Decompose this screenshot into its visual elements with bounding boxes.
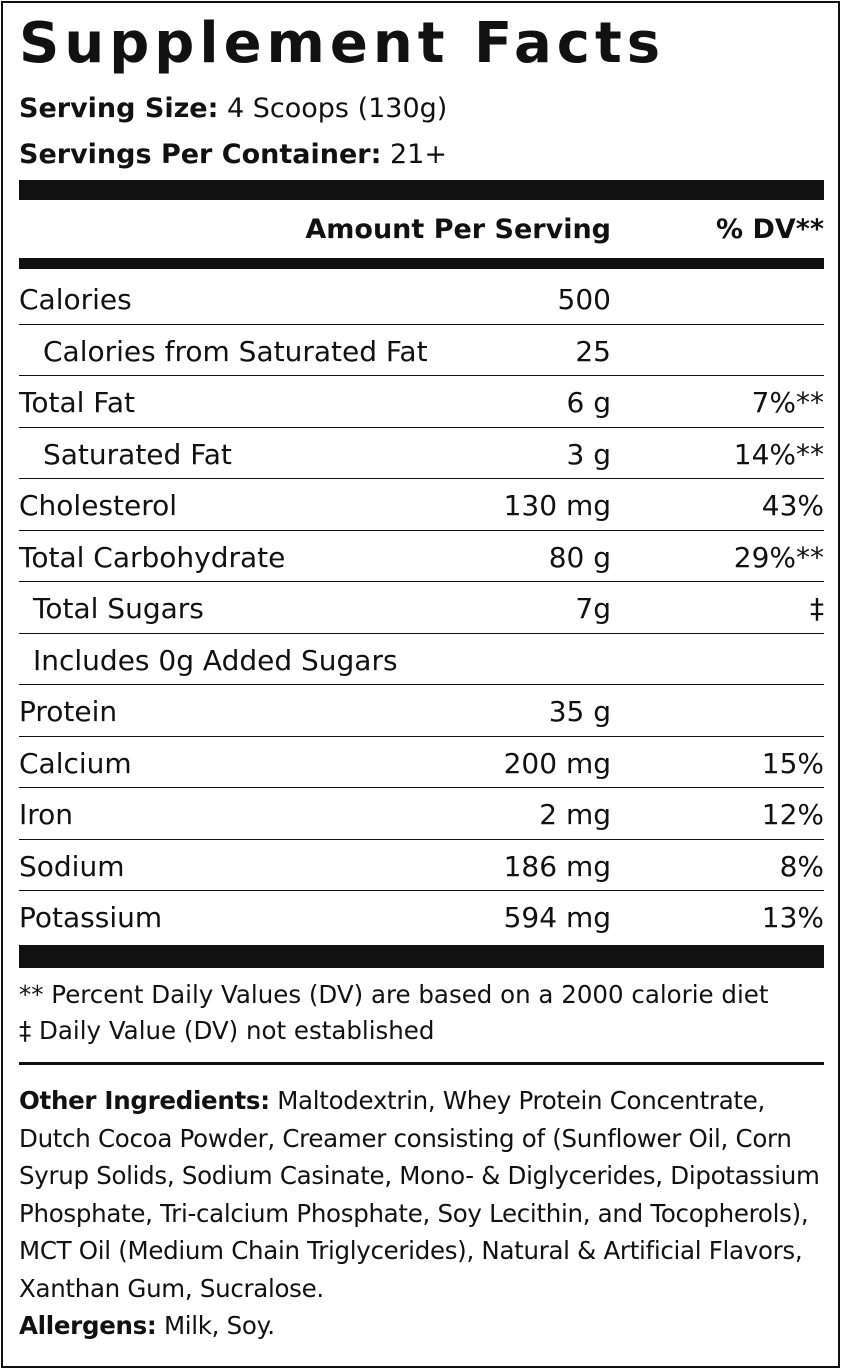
servings-per-container: Servings Per Container: 21+: [19, 139, 447, 170]
nutrient-row: Protein 35 g: [19, 685, 824, 737]
nutrient-dv: 8%: [779, 849, 824, 883]
nutrient-row: Includes 0g Added Sugars: [19, 634, 824, 685]
allergens-text: Milk, Soy.: [163, 1311, 275, 1340]
serving-size-value: 4 Scoops (130g): [227, 93, 448, 124]
footnote: ‡ Daily Value (DV) not established: [19, 1016, 435, 1045]
nutrient-row: Cholesterol 130 mg 43%: [19, 479, 824, 531]
allergens-label: Allergens:: [19, 1311, 157, 1340]
thick-rule: [19, 945, 824, 968]
nutrient-name: Saturated Fat: [43, 437, 232, 471]
nutrient-row: Sodium 186 mg 8%: [19, 840, 824, 891]
nutrient-dv: 7%**: [751, 386, 824, 419]
nutrient-name: Calcium: [19, 746, 132, 780]
nutrient-amount: 25: [575, 334, 611, 368]
title: Supplement Facts: [19, 11, 666, 76]
nutrient-amount: 500: [557, 283, 611, 316]
nutrient-name: Total Carbohydrate: [19, 540, 286, 574]
nutrient-row: Iron 2 mg 12%: [19, 788, 824, 840]
header-amount: Amount Per Serving: [305, 214, 611, 245]
serving-size-label: Serving Size:: [19, 93, 219, 124]
nutrient-amount: 6 g: [566, 386, 612, 419]
nutrient-row: Calories 500: [19, 273, 824, 325]
nutrient-dv: ‡: [810, 592, 824, 625]
other-ingredients-text: Maltodextrin, Whey Protein Concentrate, …: [19, 1086, 820, 1303]
nutrient-name: Calories: [19, 283, 132, 316]
header-dv: % DV**: [716, 214, 824, 245]
nutrient-amount: 130 mg: [503, 489, 611, 522]
serving-size: Serving Size: 4 Scoops (130g): [19, 93, 447, 124]
footnote: ** Percent Daily Values (DV) are based o…: [19, 980, 769, 1009]
nutrient-amount: 2 mg: [539, 798, 611, 831]
allergens: Allergens: Milk, Soy.: [19, 1307, 834, 1345]
nutrient-name: Includes 0g Added Sugars: [33, 643, 398, 677]
nutrient-name: Calories from Saturated Fat: [43, 334, 428, 368]
nutrient-dv: 14%**: [733, 437, 824, 471]
nutrient-row: Total Sugars 7g ‡: [19, 582, 824, 634]
nutrient-dv: 43%: [761, 489, 824, 522]
nutrient-dv: 12%: [761, 798, 824, 831]
nutrient-amount: 80 g: [548, 540, 611, 574]
medium-rule: [19, 258, 824, 269]
nutrient-row: Saturated Fat 3 g 14%**: [19, 428, 824, 479]
other-ingredients-label: Other Ingredients:: [19, 1086, 270, 1115]
nutrient-name: Total Fat: [19, 386, 135, 419]
nutrient-name: Total Sugars: [33, 592, 204, 625]
nutrient-row: Total Fat 6 g 7%**: [19, 376, 824, 428]
nutrient-dv: 13%: [761, 901, 824, 934]
nutrient-row: Total Carbohydrate 80 g 29%**: [19, 531, 824, 582]
ingredients-block: Other Ingredients: Maltodextrin, Whey Pr…: [19, 1082, 834, 1345]
nutrient-amount: 200 mg: [503, 746, 611, 780]
nutrient-name: Iron: [19, 798, 74, 831]
nutrient-name: Potassium: [19, 901, 163, 934]
nutrient-row: Calcium 200 mg 15%: [19, 737, 824, 788]
nutrient-amount: 594 mg: [503, 901, 611, 934]
nutrient-name: Sodium: [19, 849, 125, 883]
table-header: Amount Per Serving % DV**: [19, 208, 824, 256]
nutrient-name: Cholesterol: [19, 489, 178, 522]
nutrient-name: Protein: [19, 695, 118, 728]
nutrient-rows: Calories 500 Calories from Saturated Fat 25…: [19, 273, 824, 942]
servings-value: 21+: [389, 139, 447, 170]
nutrient-amount: 186 mg: [503, 849, 611, 883]
nutrient-row: Calories from Saturated Fat 25: [19, 325, 824, 376]
thick-rule: [19, 180, 824, 200]
other-ingredients: Other Ingredients: Maltodextrin, Whey Pr…: [19, 1082, 834, 1307]
servings-label: Servings Per Container:: [19, 139, 382, 170]
nutrient-amount: 35 g: [548, 695, 611, 728]
nutrient-amount: 3 g: [566, 437, 612, 471]
nutrient-row: Potassium 594 mg 13%: [19, 891, 824, 942]
nutrient-dv: 15%: [761, 746, 824, 780]
thin-rule: [19, 1062, 824, 1065]
nutrient-dv: 29%**: [733, 540, 824, 574]
nutrient-amount: 7g: [575, 592, 611, 625]
